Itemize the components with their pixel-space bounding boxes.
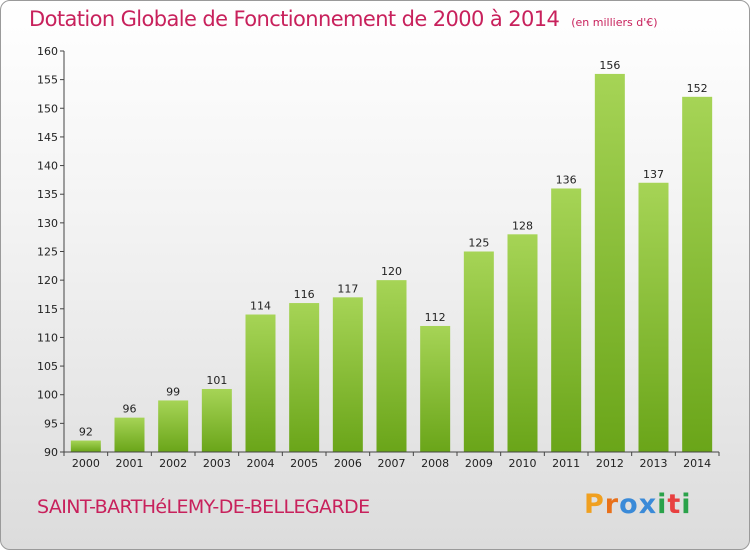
data-label-2014: 152 xyxy=(687,82,708,95)
chart-unit: (en milliers d'€) xyxy=(571,16,658,29)
x-tick-label-2008: 2008 xyxy=(421,457,449,470)
data-label-2012: 156 xyxy=(599,59,620,72)
bars: 92 96 99 101 114 116 117 120 112 125 128 136 156 137 1… xyxy=(70,59,713,453)
bar-2013 xyxy=(638,182,669,452)
logo-letter: o xyxy=(619,489,639,520)
y-tick-label: 125 xyxy=(37,246,58,259)
bar-2012 xyxy=(594,73,625,453)
y-tick-label: 155 xyxy=(37,74,58,87)
logo-letter: i xyxy=(657,489,668,520)
x-tick-label-2002: 2002 xyxy=(159,457,187,470)
bar-2001 xyxy=(114,417,145,452)
x-axis: 2000 2001 2002 2003 2004 2005 2006 2007 2008 2009… xyxy=(63,451,720,470)
bar-2000 xyxy=(70,440,101,452)
data-label-2004: 114 xyxy=(250,300,271,313)
y-tick-label: 105 xyxy=(37,360,58,373)
y-tick-label: 130 xyxy=(37,217,58,230)
data-label-2002: 99 xyxy=(166,385,180,398)
bar-2014 xyxy=(682,96,713,452)
x-tick-label-2007: 2007 xyxy=(378,457,406,470)
bar-2007 xyxy=(376,280,407,452)
data-label-2008: 112 xyxy=(425,311,446,324)
data-label-2001: 96 xyxy=(123,403,137,416)
x-tick-label-2001: 2001 xyxy=(116,457,144,470)
x-tick-label-2004: 2004 xyxy=(247,457,275,470)
logo-letter: r xyxy=(604,489,620,520)
bar-2006 xyxy=(332,297,363,452)
y-axis: 90 95 100 105 110 115 120 125 130 135 140 145 150 155… xyxy=(37,45,65,459)
x-tick-label-2014: 2014 xyxy=(683,457,711,470)
bar-2002 xyxy=(158,400,189,452)
y-tick-label: 110 xyxy=(37,331,58,344)
bar-2010 xyxy=(507,234,538,452)
chart-title-text: Dotation Globale de Fonctionnement de 20… xyxy=(29,7,560,31)
y-tick-label: 90 xyxy=(44,446,58,459)
data-label-2010: 128 xyxy=(512,219,533,232)
chart-title: Dotation Globale de Fonctionnement de 20… xyxy=(29,7,658,31)
x-tick-label-2005: 2005 xyxy=(290,457,318,470)
bar-2008 xyxy=(420,325,451,452)
y-tick-label: 120 xyxy=(37,274,58,287)
y-tick-label: 140 xyxy=(37,160,58,173)
logo-letter: P xyxy=(584,489,605,520)
logo-letter: x xyxy=(638,489,658,520)
y-tick-label: 135 xyxy=(37,188,58,201)
x-tick-label-2012: 2012 xyxy=(596,457,624,470)
y-tick-label: 100 xyxy=(37,389,58,402)
bar-2004 xyxy=(245,314,276,452)
data-label-2003: 101 xyxy=(206,374,227,387)
data-label-2009: 125 xyxy=(468,237,489,250)
y-tick-label: 95 xyxy=(44,417,58,430)
logo-letter: i xyxy=(681,489,692,520)
x-tick-label-2009: 2009 xyxy=(465,457,493,470)
data-label-2013: 137 xyxy=(643,168,664,181)
bar-2009 xyxy=(463,251,494,452)
data-label-2007: 120 xyxy=(381,265,402,278)
bar-2005 xyxy=(289,303,320,452)
bar-2003 xyxy=(201,388,232,452)
y-tick-label: 145 xyxy=(37,131,58,144)
data-label-2011: 136 xyxy=(556,173,577,186)
x-tick-label-2000: 2000 xyxy=(72,457,100,470)
data-label-2006: 117 xyxy=(337,282,358,295)
x-tick-label-2013: 2013 xyxy=(640,457,668,470)
y-tick-label: 150 xyxy=(37,102,58,115)
proxiti-logo: Proxiti xyxy=(584,489,692,520)
y-tick-label: 115 xyxy=(37,303,58,316)
y-tick-label: 160 xyxy=(37,45,58,58)
x-tick-label-2010: 2010 xyxy=(509,457,537,470)
x-tick-label-2011: 2011 xyxy=(552,457,580,470)
data-label-2000: 92 xyxy=(79,426,93,439)
commune-name: SAINT-BARTHéLEMY-DE-BELLEGARDE xyxy=(37,496,370,518)
logo-letter: t xyxy=(667,489,682,520)
data-label-2005: 116 xyxy=(294,288,315,301)
x-tick-label-2003: 2003 xyxy=(203,457,231,470)
bar-2011 xyxy=(551,188,582,452)
x-tick-label-2006: 2006 xyxy=(334,457,362,470)
